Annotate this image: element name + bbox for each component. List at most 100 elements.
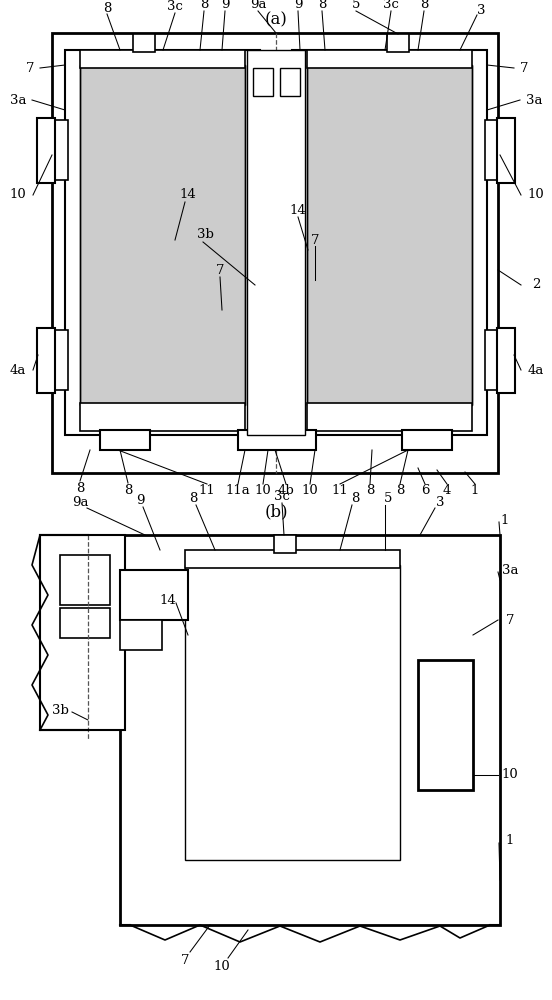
Bar [306, 565, 320, 860]
Bar [307, 403, 472, 431]
Bar [365, 65, 373, 405]
Bar [120, 535, 500, 925]
Text: 5: 5 [352, 0, 360, 11]
Bar [390, 65, 398, 405]
Bar [398, 65, 406, 405]
Bar [185, 565, 400, 860]
Bar [346, 565, 360, 860]
Bar [185, 565, 198, 860]
Bar [387, 34, 409, 52]
Bar [195, 65, 204, 405]
Bar [52, 33, 498, 473]
Bar [320, 565, 333, 860]
Bar [212, 65, 220, 405]
Text: 8: 8 [318, 0, 326, 11]
Bar [266, 565, 279, 860]
Bar [485, 120, 501, 180]
Text: 3b: 3b [197, 229, 214, 241]
Text: 1: 1 [501, 514, 509, 526]
Text: 8: 8 [124, 484, 132, 496]
Bar [113, 65, 121, 405]
Bar [239, 565, 252, 860]
Text: 4a: 4a [10, 363, 26, 376]
Text: (a): (a) [264, 11, 288, 28]
Bar [220, 65, 229, 405]
Bar [229, 65, 237, 405]
Text: 3c: 3c [167, 0, 183, 13]
Bar [80, 65, 88, 405]
Bar [37, 328, 55, 393]
Bar [121, 65, 130, 405]
Bar [497, 118, 515, 183]
Bar [418, 660, 473, 790]
Bar [431, 65, 439, 405]
Bar [280, 68, 300, 96]
Bar [252, 565, 266, 860]
Text: 7: 7 [216, 263, 224, 276]
Bar [406, 65, 414, 405]
Bar [80, 65, 245, 405]
Text: (b): (b) [264, 504, 288, 520]
Text: 10: 10 [301, 485, 319, 497]
Text: 8: 8 [366, 485, 374, 497]
Bar [65, 50, 260, 435]
Bar [225, 565, 239, 860]
Bar [52, 120, 68, 180]
Bar [402, 430, 452, 450]
Text: 8: 8 [103, 2, 111, 15]
Text: 14: 14 [160, 593, 177, 606]
Text: 8: 8 [76, 482, 84, 494]
Bar [307, 65, 315, 405]
Text: 10: 10 [254, 485, 272, 497]
Text: 4a: 4a [528, 363, 544, 376]
Text: 5: 5 [384, 492, 392, 506]
Bar [198, 565, 212, 860]
Bar [332, 65, 340, 405]
Bar [40, 535, 125, 730]
Bar [373, 565, 386, 860]
Text: 6: 6 [421, 485, 429, 497]
Text: 3c: 3c [274, 490, 290, 504]
Bar [179, 65, 187, 405]
Bar [381, 65, 390, 405]
Text: 7: 7 [520, 62, 528, 75]
Bar [464, 65, 472, 405]
Bar [307, 65, 472, 405]
Bar [130, 65, 138, 405]
Text: 4b: 4b [278, 485, 294, 497]
Bar [279, 565, 293, 860]
Text: 2: 2 [532, 278, 540, 292]
Text: 3c: 3c [383, 0, 399, 11]
Bar [386, 565, 400, 860]
Bar [52, 330, 68, 390]
Bar [333, 565, 346, 860]
Bar [422, 65, 431, 405]
Bar [88, 65, 97, 405]
Bar [60, 555, 110, 605]
Bar [373, 65, 381, 405]
Text: 8: 8 [200, 0, 208, 11]
Text: 10: 10 [214, 960, 230, 972]
Bar [60, 608, 110, 638]
Text: 11: 11 [199, 485, 215, 497]
Text: 3a: 3a [10, 94, 26, 106]
Bar [497, 328, 515, 393]
Bar [238, 430, 316, 450]
Bar [307, 50, 472, 68]
Text: 8: 8 [189, 491, 197, 504]
Text: 9: 9 [221, 0, 229, 11]
Text: 11: 11 [332, 485, 348, 497]
Bar [204, 65, 212, 405]
Bar [447, 65, 455, 405]
Bar [37, 118, 55, 183]
Bar [455, 65, 464, 405]
Bar [293, 565, 306, 860]
Text: 10: 10 [502, 768, 518, 782]
Text: 7: 7 [26, 62, 34, 75]
Bar [133, 34, 155, 52]
Text: 11a: 11a [226, 485, 251, 497]
Bar [253, 68, 273, 96]
Bar [185, 550, 400, 568]
Bar [105, 65, 113, 405]
Bar [212, 565, 225, 860]
